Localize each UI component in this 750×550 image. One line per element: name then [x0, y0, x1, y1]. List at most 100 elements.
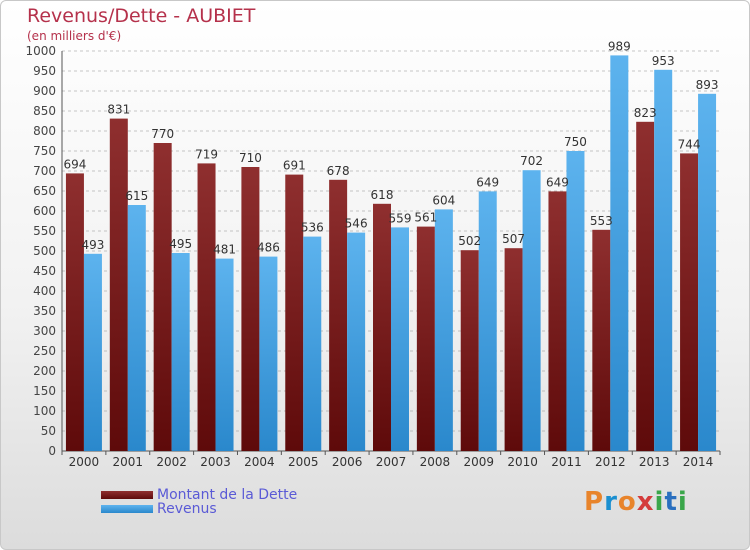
- y-tick-label: 350: [33, 304, 56, 318]
- bar-dette: [680, 153, 699, 451]
- bar-dette: [416, 226, 435, 451]
- x-tick-label: 2007: [376, 455, 407, 469]
- y-tick-label: 300: [33, 324, 56, 338]
- bar-revenus: [127, 205, 146, 451]
- data-label: 502: [458, 234, 481, 248]
- y-tick-label: 700: [33, 164, 56, 178]
- chart-title: Revenus/Dette - AUBIET: [27, 5, 256, 27]
- x-tick-label: 2001: [113, 455, 144, 469]
- bar-revenus: [566, 151, 585, 451]
- logo-letter: i: [654, 487, 665, 517]
- bar-dette: [197, 163, 216, 451]
- axes: 0 50 100 150 200 250 300 350 400 450 500 550 600 650 7…: [25, 44, 721, 469]
- x-tick-label: 2012: [595, 455, 626, 469]
- data-label: 615: [125, 189, 148, 203]
- y-tick-label: 800: [33, 124, 56, 138]
- legend-label-revenus: Revenus: [157, 501, 217, 517]
- y-tick-label: 850: [33, 104, 56, 118]
- data-label: 719: [195, 147, 218, 161]
- y-tick-label: 50: [41, 424, 56, 438]
- data-labels: 694 493 831 615 770 495 719 481 710 486 691 536 678 5…: [63, 39, 718, 256]
- x-tick-label: 2006: [332, 455, 363, 469]
- data-label: 495: [169, 237, 192, 251]
- bar-dette: [548, 191, 567, 451]
- data-label: 691: [283, 159, 306, 173]
- x-tick-label: 2010: [507, 455, 538, 469]
- x-tick-label: 2002: [156, 455, 187, 469]
- bar-dette: [65, 173, 84, 451]
- bar-dette: [636, 121, 655, 452]
- bar-revenus: [83, 253, 102, 451]
- bar-revenus: [522, 170, 541, 451]
- data-label: 694: [63, 157, 86, 171]
- data-label: 953: [652, 54, 675, 68]
- data-label: 618: [371, 188, 394, 202]
- y-tick-label: 750: [33, 144, 56, 158]
- logo-letter: x: [636, 487, 655, 517]
- bar-revenus: [610, 55, 629, 452]
- data-label: 536: [301, 221, 324, 235]
- x-tick-label: 2005: [288, 455, 319, 469]
- y-tick-label: 600: [33, 204, 56, 218]
- bar-dette: [329, 179, 348, 452]
- y-tick-label: 150: [33, 384, 56, 398]
- data-label: 604: [432, 193, 455, 207]
- data-label: 744: [678, 137, 701, 151]
- y-tick-label: 100: [33, 404, 56, 418]
- bar-revenus: [171, 253, 190, 451]
- x-tick-label: 2004: [244, 455, 275, 469]
- bar-revenus: [478, 191, 497, 451]
- x-tick-label: 2014: [683, 455, 714, 469]
- bar-revenus: [347, 232, 366, 451]
- bar-revenus: [303, 236, 322, 451]
- data-label: 486: [257, 241, 280, 255]
- data-label: 561: [414, 211, 437, 225]
- bar-revenus: [391, 227, 409, 451]
- y-tick-label: 200: [33, 364, 56, 378]
- data-label: 831: [107, 103, 130, 117]
- data-label: 770: [151, 127, 174, 141]
- data-label: 710: [239, 151, 262, 165]
- data-label: 546: [345, 217, 368, 231]
- logo-letter: r: [604, 487, 618, 517]
- proxiti-logo: Proxiti: [584, 487, 688, 517]
- bar-revenus: [215, 258, 234, 451]
- bar-revenus: [259, 256, 278, 451]
- bar-revenus: [698, 93, 717, 452]
- logo-letter: t: [664, 487, 678, 517]
- logo-letter: i: [677, 487, 688, 517]
- data-label: 989: [608, 39, 631, 53]
- x-tick-label: 2008: [420, 455, 451, 469]
- data-label: 553: [590, 214, 613, 228]
- data-label: 823: [634, 106, 657, 120]
- y-tick-label: 250: [33, 344, 56, 358]
- y-tick-label: 500: [33, 244, 56, 258]
- data-label: 649: [546, 175, 569, 189]
- data-label: 493: [81, 238, 104, 252]
- bar-dette: [373, 203, 391, 451]
- legend-item-revenus: Revenus: [101, 501, 217, 517]
- bar-revenus: [434, 209, 453, 451]
- y-tick-label: 900: [33, 84, 56, 98]
- x-tick-label: 2000: [69, 455, 100, 469]
- x-tick-label: 2009: [463, 455, 494, 469]
- bar-dette: [241, 167, 260, 451]
- data-label: 649: [476, 175, 499, 189]
- bar-dette: [460, 250, 479, 451]
- logo-letter: o: [617, 487, 637, 517]
- data-label: 559: [389, 211, 412, 225]
- y-tick-label: 1000: [25, 44, 56, 58]
- logo-letter: P: [584, 487, 605, 517]
- bar-dette: [285, 174, 304, 451]
- y-tick-label: 650: [33, 184, 56, 198]
- bar-dette: [109, 118, 128, 451]
- bar-dette: [592, 229, 611, 451]
- legend-item-dette: Montant de la Dette: [101, 487, 297, 503]
- legend-swatch-revenus: [101, 505, 153, 513]
- bar-revenus: [654, 69, 673, 452]
- y-tick-label: 0: [48, 444, 56, 458]
- x-tick-label: 2011: [551, 455, 582, 469]
- y-tick-label: 400: [33, 284, 56, 298]
